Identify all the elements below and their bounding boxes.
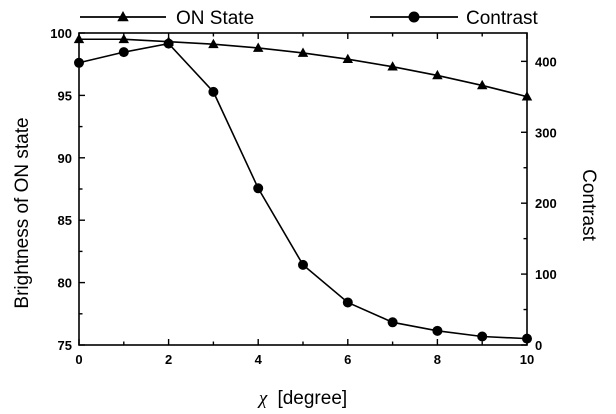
y-left-tick-label: 85 bbox=[58, 213, 72, 228]
x-tick-label: 6 bbox=[344, 352, 351, 367]
legend-marker-contrast bbox=[408, 11, 420, 23]
on-state-point bbox=[297, 47, 309, 57]
y-axis-right-title: Contrast bbox=[578, 169, 599, 242]
y-left-tick-label: 95 bbox=[58, 88, 72, 103]
on-state-point bbox=[521, 91, 533, 101]
on-state-point bbox=[118, 33, 130, 44]
contrast-point bbox=[477, 331, 488, 342]
y-left-tick-label: 100 bbox=[50, 26, 72, 41]
legend-label-1: ON State bbox=[176, 8, 254, 29]
x-axis-title: χ [degree] bbox=[257, 388, 347, 409]
y-right-tick-label: 400 bbox=[535, 54, 557, 69]
legend-label-2: Contrast bbox=[466, 8, 539, 29]
on-state-point bbox=[387, 61, 398, 71]
on-state-point bbox=[476, 79, 488, 90]
x-axis-unit: [degree] bbox=[277, 388, 347, 409]
x-tick-label: 8 bbox=[434, 352, 441, 367]
y-axis-left-title: Brightness of ON state bbox=[12, 117, 33, 308]
contrast-point bbox=[208, 86, 219, 97]
contrast-point bbox=[163, 38, 174, 49]
contrast-point bbox=[298, 259, 308, 270]
on-state-point bbox=[432, 69, 443, 80]
on-state-point bbox=[252, 42, 264, 52]
on-state-point bbox=[208, 38, 219, 49]
contrast-point bbox=[253, 183, 264, 194]
y-left-tick-label: 80 bbox=[58, 276, 72, 291]
y-right-tick-label: 300 bbox=[535, 125, 557, 140]
y-right-tick-label: 0 bbox=[535, 338, 542, 353]
series-layer bbox=[73, 33, 533, 344]
x-axis-symbol: χ bbox=[257, 388, 268, 409]
x-tick-label: 4 bbox=[255, 352, 263, 367]
contrast-point bbox=[432, 325, 443, 336]
on-state-point bbox=[342, 53, 354, 64]
on-state-point bbox=[73, 33, 85, 44]
x-tick-label: 0 bbox=[75, 352, 82, 367]
contrast-point bbox=[342, 297, 353, 308]
y-right-tick-label: 200 bbox=[535, 196, 557, 211]
contrast-point bbox=[522, 333, 532, 344]
x-tick-label: 10 bbox=[520, 352, 534, 367]
legend: ON State Contrast bbox=[80, 8, 539, 29]
legend-marker-on-state bbox=[117, 11, 129, 22]
series-line-2 bbox=[78, 42, 528, 340]
contrast-point bbox=[74, 57, 84, 68]
contrast-point bbox=[118, 47, 129, 58]
contrast-point bbox=[387, 317, 398, 328]
y-right-tick-label: 100 bbox=[535, 267, 557, 282]
y-left-tick-label: 75 bbox=[58, 338, 72, 353]
y-left-tick-label: 90 bbox=[58, 151, 72, 166]
x-tick-label: 2 bbox=[165, 352, 172, 367]
ticks: 0 2 4 6 8 10 75 80 85 90 95 100 0 100 200 300 400 bbox=[50, 26, 556, 367]
